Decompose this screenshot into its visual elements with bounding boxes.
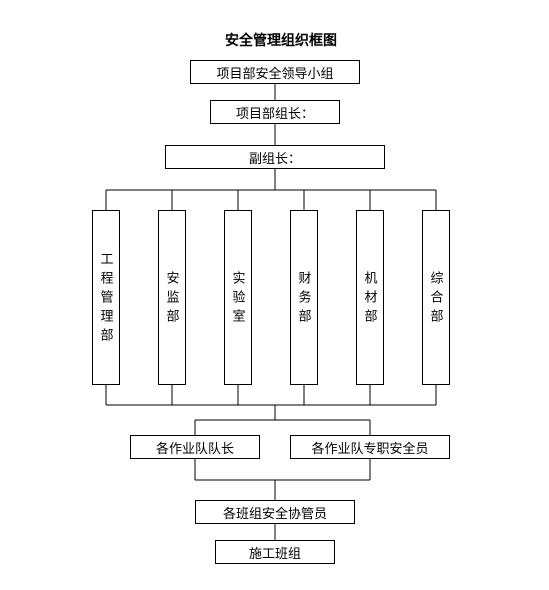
node-engineering-dept: 工程管理部 bbox=[92, 210, 120, 385]
node-construction-team: 施工班组 bbox=[215, 540, 335, 564]
node-safety-officers: 各作业队专职安全员 bbox=[290, 435, 450, 459]
node-coordinators: 各班组安全协管员 bbox=[195, 500, 355, 524]
node-lab: 实验室 bbox=[224, 210, 252, 385]
node-deputy-leader: 副组长： bbox=[165, 145, 385, 169]
node-general-dept: 综合部 bbox=[422, 210, 450, 385]
node-leadership-group: 项目部安全领导小组 bbox=[190, 60, 360, 84]
node-team-captains: 各作业队队长 bbox=[130, 435, 260, 459]
node-equipment-dept: 机材部 bbox=[356, 210, 384, 385]
node-group-leader: 项目部组长： bbox=[210, 100, 340, 124]
chart-title: 安全管理组织框图 bbox=[225, 30, 337, 50]
node-finance-dept: 财务部 bbox=[290, 210, 318, 385]
node-safety-dept: 安监部 bbox=[158, 210, 186, 385]
